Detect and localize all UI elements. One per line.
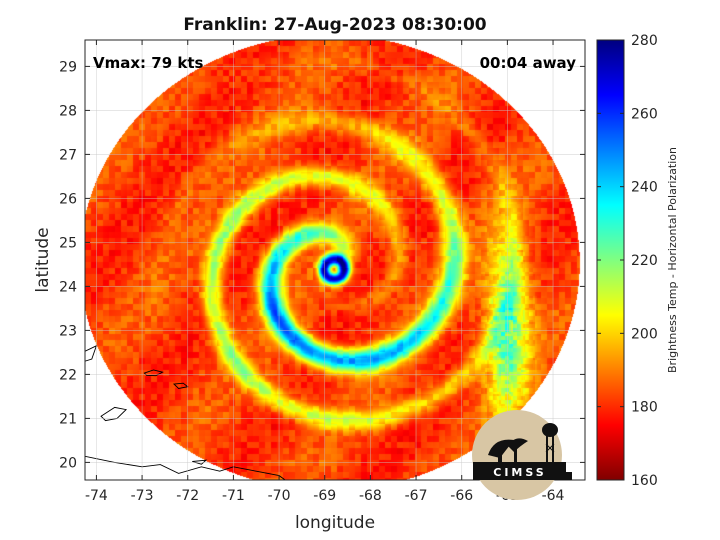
- time-away-annotation: 00:04 away: [480, 54, 577, 72]
- axes-frame: [84, 39, 586, 481]
- x-tick-label: -66: [450, 488, 473, 504]
- brightness-temp-heatmap: [85, 40, 585, 480]
- x-axis-label: longitude: [295, 513, 375, 533]
- vmax-annotation: Vmax: 79 kts: [93, 54, 203, 72]
- y-ticks: 20 21 22 23 24 25 26 27 28 29: [59, 59, 585, 471]
- x-tick-label: -68: [359, 488, 382, 504]
- land-outline: [143, 369, 164, 377]
- colorbar-tick-label: 280: [631, 33, 658, 49]
- colorbar-tick-label: 200: [631, 326, 658, 342]
- y-tick-label: 25: [59, 235, 77, 251]
- y-tick-label: 23: [59, 323, 77, 339]
- colorbar-tick-label: 220: [631, 253, 658, 269]
- y-tick-label: 27: [59, 147, 77, 163]
- y-tick-label: 24: [59, 279, 77, 295]
- land-outline: [85, 344, 98, 362]
- chart-title: Franklin: 27-Aug-2023 08:30:00: [183, 15, 486, 35]
- x-tick-label: -73: [131, 488, 154, 504]
- colorbar-tick-label: 180: [631, 400, 658, 416]
- colorbar-tick-label: 160: [631, 473, 658, 489]
- y-tick-label: 26: [59, 191, 77, 207]
- cimss-logo: CIMSS: [472, 410, 572, 500]
- colorbar-label: Brightness Temp - Horizontal Polarizatio…: [666, 147, 679, 373]
- logo-text: CIMSS: [493, 466, 546, 479]
- colorbar: [597, 40, 624, 480]
- x-tick-label: -64: [542, 488, 565, 504]
- y-tick-label: 29: [59, 59, 77, 75]
- colorbar-ticks: 280 260 240 220 200 180 160: [597, 33, 658, 489]
- x-tick-label: -67: [405, 488, 428, 504]
- y-axis-label: latitude: [33, 227, 53, 292]
- y-tick-label: 20: [59, 455, 77, 471]
- y-tick-label: 21: [59, 411, 77, 427]
- logo-building: [473, 462, 572, 480]
- logo-dish-icon: [488, 439, 514, 458]
- land-outline: [100, 406, 128, 422]
- x-tick-label: -69: [313, 488, 336, 504]
- x-tick-label: -70: [268, 488, 291, 504]
- y-tick-label: 28: [59, 103, 77, 119]
- y-tick-label: 22: [59, 367, 77, 383]
- colorbar-tick-label: 260: [631, 106, 658, 122]
- colorbar-tick-label: 240: [631, 180, 658, 196]
- grid-lines: [85, 40, 585, 480]
- logo-tower-icon: [542, 423, 558, 462]
- x-tick-label: -74: [85, 488, 108, 504]
- x-tick-label: -72: [176, 488, 199, 504]
- x-tick-label: -71: [222, 488, 245, 504]
- x-ticks: -74-73-72-71-70-69-68-67-66-65-64: [85, 40, 565, 504]
